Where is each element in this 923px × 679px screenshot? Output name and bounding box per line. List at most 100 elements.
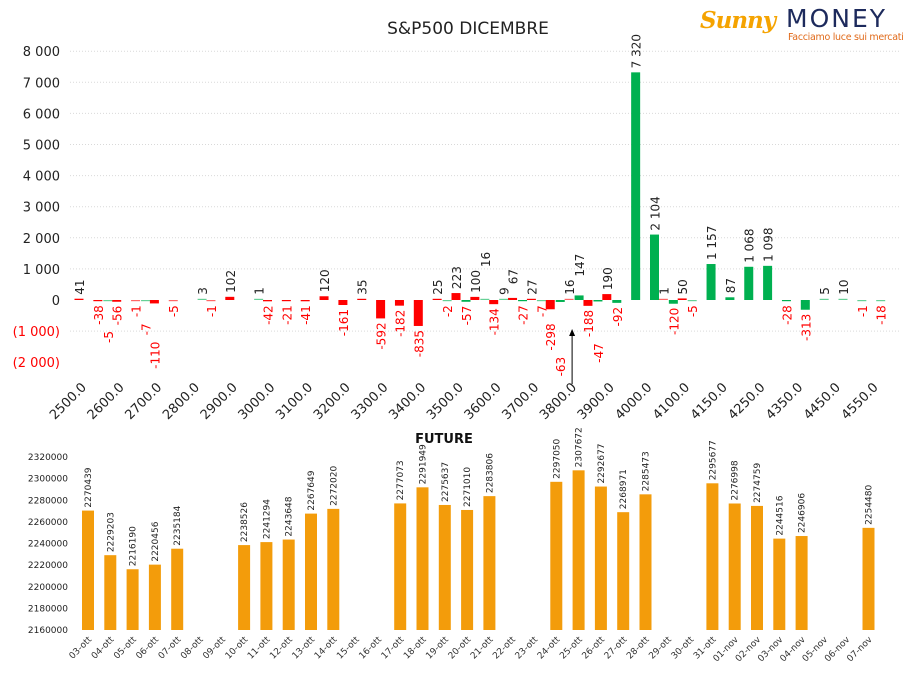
data-label: -188 (582, 310, 596, 337)
future-chart-title: FUTURE (415, 432, 473, 447)
data-label: 2268971 (619, 469, 629, 509)
data-label: 2229203 (106, 512, 116, 552)
future-bar (706, 483, 719, 630)
x-tick-label: 3400.0 (386, 380, 429, 423)
data-label: 1 098 (762, 227, 776, 261)
data-label: 2272020 (329, 466, 339, 506)
future-bar (171, 548, 184, 630)
x-tick-label: 3100.0 (273, 380, 316, 423)
data-label: 190 (601, 267, 615, 290)
green-bar (763, 265, 773, 300)
green-bar (254, 298, 264, 300)
future-bar (305, 513, 317, 630)
green-bar (555, 300, 565, 302)
data-label: 50 (676, 279, 690, 294)
data-label: 2292677 (597, 443, 607, 483)
data-label: -56 (111, 306, 125, 326)
green-bar (650, 234, 659, 300)
x-tick-label: 08-ott (179, 635, 206, 662)
future-bar (104, 555, 117, 630)
future-bar (416, 487, 429, 630)
x-tick-label: 12-ott (268, 635, 295, 662)
x-tick-label: 24-ott (536, 635, 563, 662)
y-tick-label: 2280000 (28, 496, 68, 506)
red-bar (93, 300, 103, 302)
data-label: 2 104 (649, 196, 663, 230)
x-tick-label: 2800.0 (160, 380, 203, 423)
red-bar (432, 298, 442, 300)
data-label: 9 (498, 287, 512, 295)
future-bar (862, 527, 875, 630)
data-label: -47 (592, 343, 606, 363)
data-label: 1 (253, 287, 267, 295)
x-tick-label: 21-ott (469, 635, 496, 662)
data-label: 147 (573, 254, 587, 277)
data-label: 27 (525, 280, 539, 295)
y-tick-label: 2180000 (28, 604, 68, 614)
data-label: -182 (393, 310, 407, 337)
sunny-money-logo: Sunny MONEY Facciamo luce sui mercati (700, 4, 923, 44)
future-bar (126, 569, 139, 630)
y-tick-label: (1 000) (13, 325, 60, 340)
x-tick-label: 4350.0 (763, 380, 806, 423)
future-bar (483, 496, 496, 630)
future-bar (327, 508, 340, 630)
data-label: -110 (148, 342, 162, 369)
x-tick-label: 05-ott (112, 635, 139, 662)
x-tick-label: 28-ott (625, 635, 652, 662)
green-bar (480, 298, 490, 300)
red-bar (168, 300, 178, 302)
data-label: 35 (356, 280, 370, 295)
red-bar (658, 298, 668, 300)
green-bar (461, 300, 471, 302)
red-bar (413, 300, 423, 326)
future-bar (795, 536, 808, 630)
future-bar (617, 512, 630, 630)
x-tick-label: 3900.0 (575, 380, 618, 423)
data-label: -41 (299, 305, 313, 325)
y-tick-label: 8 000 (23, 45, 60, 60)
green-bar (593, 300, 603, 302)
y-tick-label: 2160000 (28, 626, 68, 636)
red-bar (300, 300, 310, 302)
future-bar (282, 539, 295, 630)
data-label: 2241294 (262, 499, 272, 539)
x-tick-label: 16-ott (358, 635, 385, 662)
data-label: 2220456 (151, 521, 161, 561)
red-bar (583, 300, 593, 306)
data-label: 2246906 (798, 493, 808, 533)
x-tick-label: 13-ott (291, 635, 318, 662)
data-label: 2295677 (708, 440, 718, 480)
x-tick-label: 3300.0 (349, 380, 392, 423)
red-bar (206, 300, 216, 302)
green-bar (668, 300, 678, 304)
x-tick-label: 04-ott (90, 635, 117, 662)
data-label: -1 (856, 305, 870, 317)
data-label: 2235184 (173, 505, 183, 545)
data-label: 2297050 (552, 438, 562, 478)
future-bar (394, 503, 407, 630)
green-bar (687, 300, 697, 302)
data-label: -92 (611, 307, 625, 327)
data-label: 5 (818, 287, 832, 295)
x-tick-label: 11-ott (246, 635, 273, 662)
data-label: 2216190 (129, 526, 139, 566)
red-bar (394, 300, 404, 306)
data-label: -63 (554, 357, 568, 377)
x-tick-label: 10-ott (224, 635, 251, 662)
green-bar (612, 300, 622, 303)
data-label: -835 (412, 330, 426, 357)
data-label: -5 (686, 305, 700, 317)
x-tick-label: 26-ott (581, 635, 608, 662)
arrow-up-icon (569, 329, 576, 336)
data-label: -120 (667, 308, 681, 335)
x-tick-label: 4150.0 (688, 380, 731, 423)
data-label: 1 068 (743, 228, 757, 262)
red-bar (602, 294, 612, 300)
data-label: 2283806 (485, 453, 495, 493)
x-tick-label: 09-ott (201, 635, 228, 662)
data-label: 2277073 (396, 460, 406, 500)
data-label: -134 (488, 308, 502, 335)
data-label: -21 (280, 305, 294, 325)
